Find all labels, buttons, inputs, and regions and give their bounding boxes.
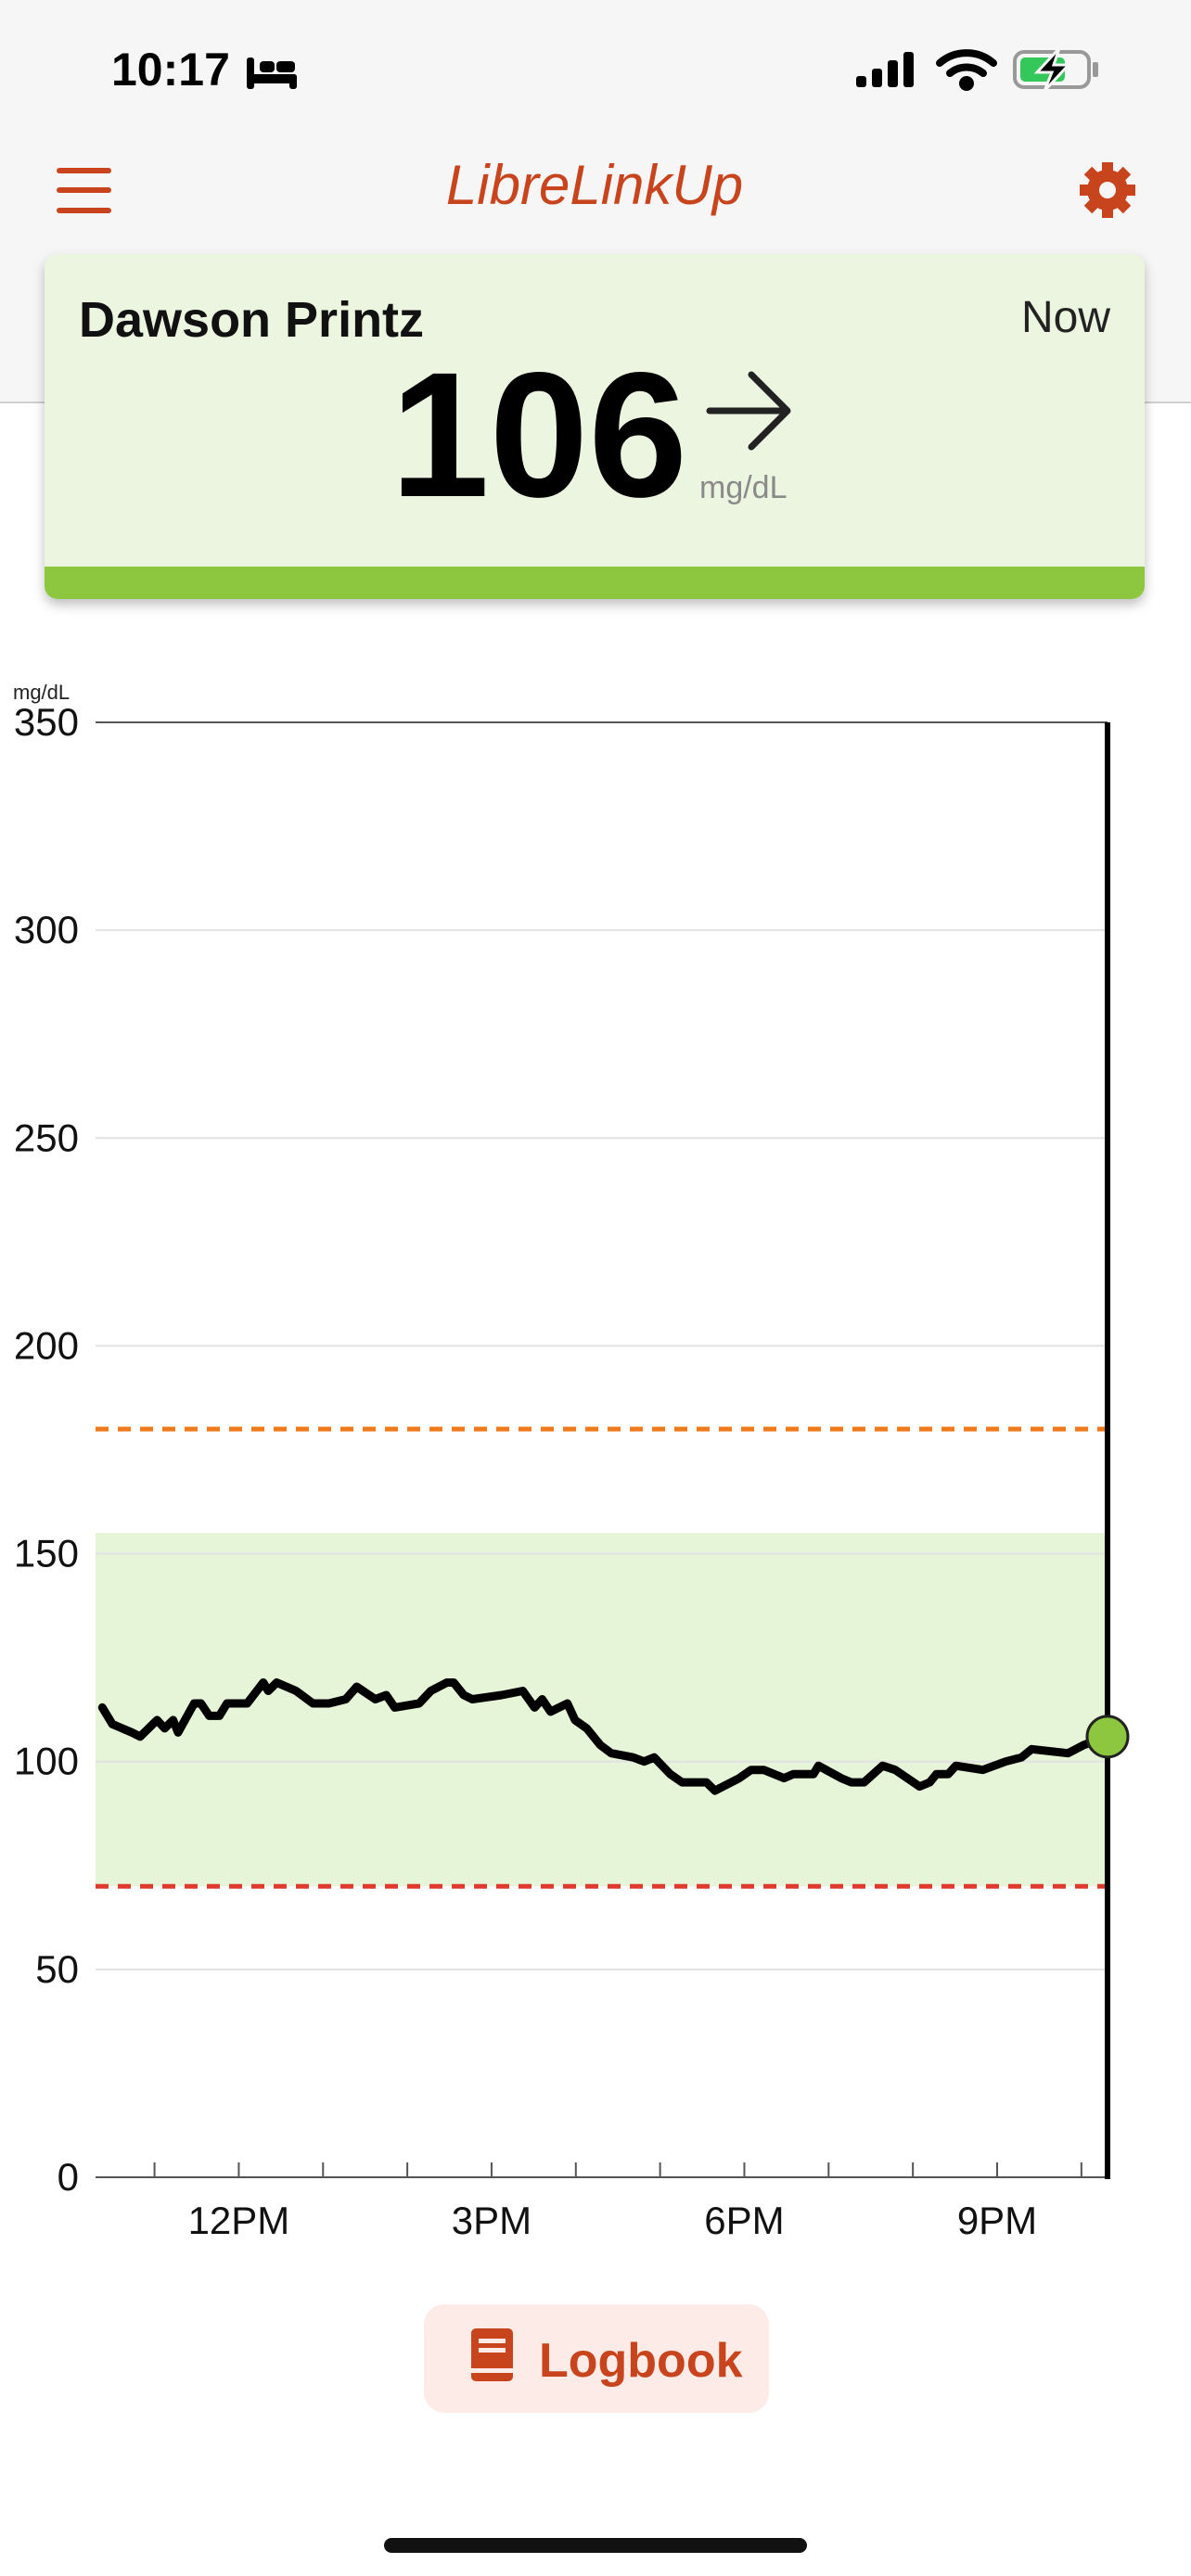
y-tick-label: 100 — [14, 1740, 79, 1783]
reading-time: Now — [1021, 293, 1110, 342]
y-tick-label: 350 — [14, 700, 79, 744]
x-tick-label: 3PM — [452, 2199, 531, 2242]
reading-card[interactable]: Dawson Printz Now 106 mg/dL — [45, 254, 1145, 599]
x-tick-label: 9PM — [957, 2199, 1037, 2242]
menu-button[interactable] — [57, 168, 111, 213]
app-title: LibreLinkUp — [446, 154, 743, 216]
logbook-button[interactable]: Logbook — [424, 2304, 769, 2413]
y-tick-label: 150 — [14, 1532, 79, 1575]
x-tick-label: 6PM — [704, 2199, 784, 2242]
current-reading-marker — [1085, 1715, 1130, 1759]
battery-icon — [1013, 46, 1098, 93]
logbook-icon — [471, 2328, 513, 2381]
trend-arrow — [706, 371, 791, 451]
x-tick-label: 12PM — [188, 2199, 290, 2242]
patient-name: Dawson Printz — [79, 292, 424, 348]
y-axis-label: mg/dL — [13, 681, 70, 704]
glucose-value: 106 — [391, 335, 687, 534]
card-status-bar — [45, 567, 1145, 599]
y-tick-label: 50 — [35, 1947, 79, 1991]
glucose-line — [97, 1678, 1112, 1795]
logbook-label: Logbook — [539, 2334, 743, 2388]
y-tick-label: 200 — [14, 1323, 79, 1367]
wifi-icon — [936, 49, 997, 91]
status-time: 10:17 — [111, 44, 230, 96]
glucose-unit: mg/dL — [699, 470, 788, 505]
y-tick-label: 250 — [14, 1116, 79, 1159]
glucose-chart: mg/dL 0 50 100 150 200 250 300 350 12PM 3PM 6PM 9PM — [13, 681, 1130, 2242]
y-tick-label: 300 — [14, 908, 79, 951]
signal-icon — [856, 52, 914, 87]
home-indicator — [384, 2538, 807, 2553]
target-range — [96, 1533, 1108, 1887]
sleep-icon — [247, 57, 297, 89]
y-tick-label: 0 — [58, 2155, 79, 2199]
card-background — [45, 254, 1145, 599]
settings-button[interactable] — [1080, 162, 1135, 218]
